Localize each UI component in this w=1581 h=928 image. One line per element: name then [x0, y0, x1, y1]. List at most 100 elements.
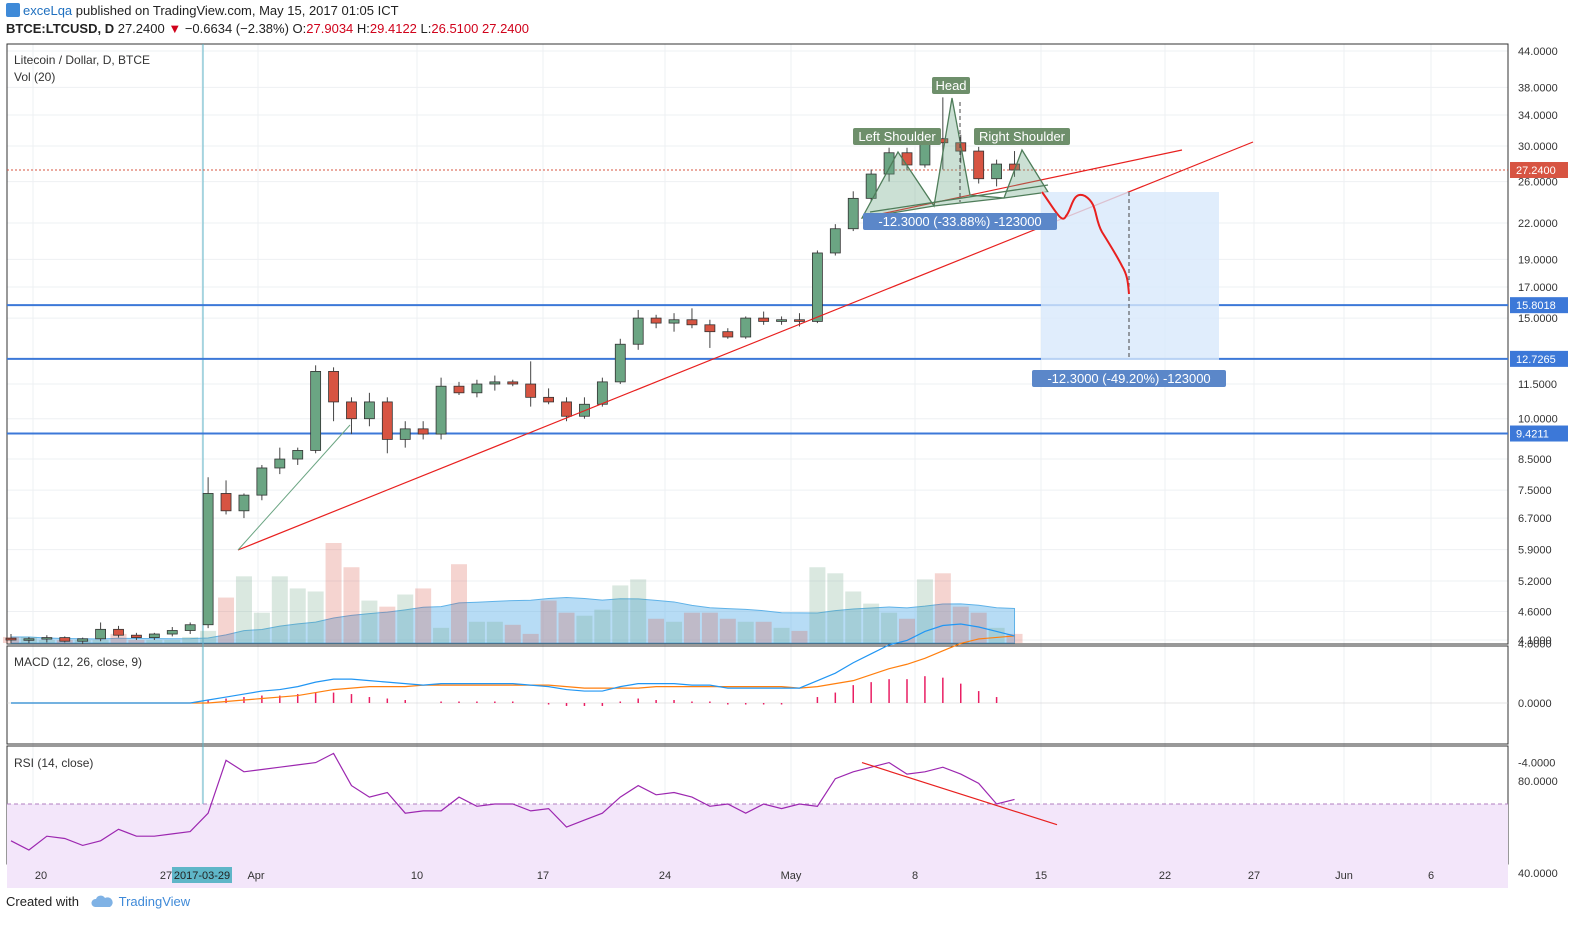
macd-line [11, 623, 1015, 704]
volume-bar [451, 564, 467, 643]
y-tick-label: 5.2000 [1518, 576, 1552, 588]
y-tick-label: 4.6000 [1518, 606, 1552, 618]
vol-label: Vol (20) [14, 70, 55, 84]
candle-body [131, 634, 142, 638]
volume-bar [970, 612, 987, 643]
price-badge-box [1510, 425, 1568, 442]
candle-body [292, 450, 304, 460]
volume-bar [468, 621, 485, 643]
volume-bar [271, 576, 288, 643]
y-tick-label: 6.7000 [1518, 513, 1552, 525]
volume-bar [809, 567, 826, 643]
x-tick-label: May [781, 870, 802, 882]
measure1-label: -12.3000 (-33.88%) -123000 [878, 214, 1041, 229]
volume-bar [92, 639, 109, 643]
y-tick-label: 11.5000 [1518, 379, 1557, 391]
head-label: Head [935, 78, 966, 93]
down-arrow-icon: ▼ [168, 21, 182, 36]
volume-bar [110, 633, 127, 643]
drawings: Head Left Shoulder Right Shoulder -12.3000 … [237, 77, 1254, 551]
candle-body [883, 152, 895, 175]
volume-bar [164, 639, 181, 643]
candle-body [668, 319, 680, 324]
y-tick-label: 19.0000 [1518, 254, 1558, 266]
volume-bar [1006, 633, 1023, 643]
candle-body [95, 628, 106, 640]
volume-bar [361, 600, 378, 643]
candle-body [650, 317, 662, 324]
projected-path [1041, 191, 1130, 295]
candle-body [991, 163, 1002, 180]
chart-area[interactable]: Head Left Shoulder Right Shoulder -12.3000 … [0, 40, 1581, 888]
trend-line [861, 149, 1183, 219]
candle-body [363, 401, 375, 420]
price-badge-box [1510, 350, 1568, 367]
volume-bar [540, 600, 557, 643]
measure1-label-box [863, 213, 1057, 230]
candle-body [220, 493, 232, 512]
high-label: H: [356, 21, 370, 36]
candle-body [310, 371, 322, 451]
symbol-label: BTCE:LTCUSD, D [6, 21, 115, 36]
x-tick-label: 8 [912, 870, 918, 882]
volume-bar [253, 612, 270, 643]
candle-body [41, 637, 53, 640]
price-badge-box [1510, 162, 1568, 179]
y-tick-label: 8.5000 [1518, 454, 1552, 466]
x-tick-label: 15 [1035, 870, 1047, 882]
candle-body [973, 150, 985, 180]
candle-body [148, 633, 160, 638]
candle-body [865, 173, 877, 199]
author-link[interactable]: exceLqa [23, 3, 73, 18]
left-shoulder-label: Left Shoulder [858, 129, 936, 144]
candle-body [399, 428, 411, 440]
rsi-tick-label: 80.0000 [1518, 776, 1558, 788]
volume-bar [952, 606, 969, 643]
volume-bar [218, 597, 235, 643]
volume-ma-area [10, 597, 1016, 644]
publish-info: exceLqa published on TradingView.com, Ma… [6, 3, 399, 18]
macd-tick-label: 0.0000 [1518, 698, 1552, 710]
pane-labels: Litecoin / Dollar, D, BTCE Vol (20) MACD… [14, 53, 150, 770]
y-tick-label: 15.0000 [1518, 313, 1558, 325]
candle-body [758, 317, 770, 322]
candle-body [5, 637, 17, 641]
candle-body [328, 371, 339, 403]
candle-body [722, 331, 734, 338]
volume-bar [128, 639, 145, 643]
candle-body [632, 317, 644, 345]
published-text: published on TradingView.com, May 15, 20… [75, 3, 399, 18]
last-price: 27.2400 [117, 21, 165, 36]
volume-bar [415, 588, 432, 643]
measure2-label-box [1032, 370, 1226, 387]
candle-body [776, 319, 787, 322]
candle-body [381, 401, 393, 440]
volume-bar [289, 588, 306, 643]
volume-bar [683, 612, 700, 643]
tradingview-link[interactable]: TradingView [118, 894, 191, 909]
volume-bar [863, 603, 880, 643]
volume-bar [916, 579, 933, 643]
volume-bar [504, 624, 521, 643]
volume-bar [630, 579, 647, 643]
rsi-pane [7, 752, 1508, 888]
projection-box [1041, 192, 1219, 360]
candle-body [113, 628, 124, 636]
candles [5, 97, 1020, 644]
x-tick-label: 20 [35, 870, 47, 882]
measure2-label: -12.3000 (-49.20%) -123000 [1047, 371, 1210, 386]
candle-body [686, 319, 698, 326]
close-value: 27.2400 [482, 21, 529, 36]
candle-body [543, 396, 554, 403]
candle-body [704, 324, 716, 333]
candle-body [256, 467, 268, 496]
head-label-box [932, 77, 970, 94]
pane-border [6, 43, 1509, 645]
candle-body [435, 385, 447, 435]
x-tick-label: Jun [1335, 870, 1353, 882]
rsi-title: RSI (14, close) [14, 756, 93, 770]
volume-bar [182, 636, 199, 643]
pane-border [6, 645, 1509, 745]
volume-bar [558, 612, 575, 643]
x-tick-label: 17 [537, 870, 549, 882]
